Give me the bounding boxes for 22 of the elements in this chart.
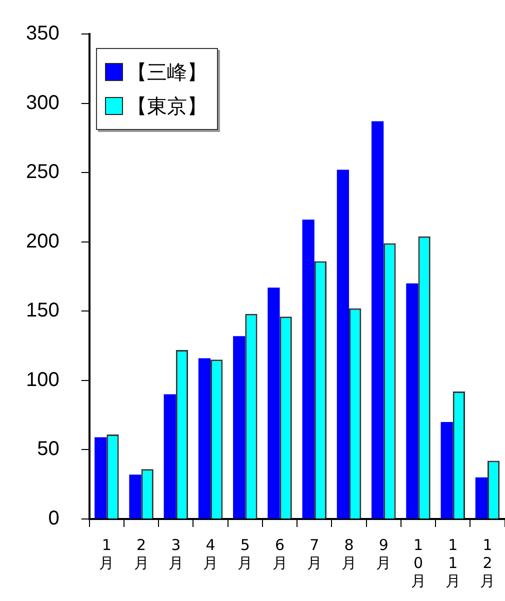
x-tick-label: 1月 — [99, 536, 114, 572]
x-tick-label: 12月 — [480, 536, 495, 590]
x-tick-label: 7月 — [306, 536, 322, 572]
legend-label: 【東京】 — [127, 92, 207, 120]
x-tick-label: 4月 — [203, 536, 218, 572]
legend-label: 【三峰】 — [127, 58, 207, 86]
y-tick-label: 50 — [37, 438, 60, 460]
y-tick-label: 300 — [26, 92, 60, 114]
x-tick-label: 9月 — [376, 536, 392, 572]
x-tick-label: 5月 — [238, 536, 253, 572]
y-tick-label: 200 — [26, 230, 60, 252]
x-tick-label: 3月 — [168, 536, 184, 572]
y-tick-label: 250 — [26, 161, 60, 184]
y-tick-label: 0 — [48, 508, 60, 530]
x-tick-label: 8月 — [342, 536, 357, 572]
x-tick-label: 10月 — [410, 536, 426, 590]
y-tick-label: 350 — [26, 22, 60, 45]
y-tick-label: 100 — [26, 368, 60, 391]
x-tick-label: 6月 — [272, 536, 288, 572]
x-tick-label: 2月 — [134, 536, 149, 572]
y-tick-label: 150 — [26, 300, 60, 322]
x-tick-label: 11月 — [445, 536, 460, 590]
